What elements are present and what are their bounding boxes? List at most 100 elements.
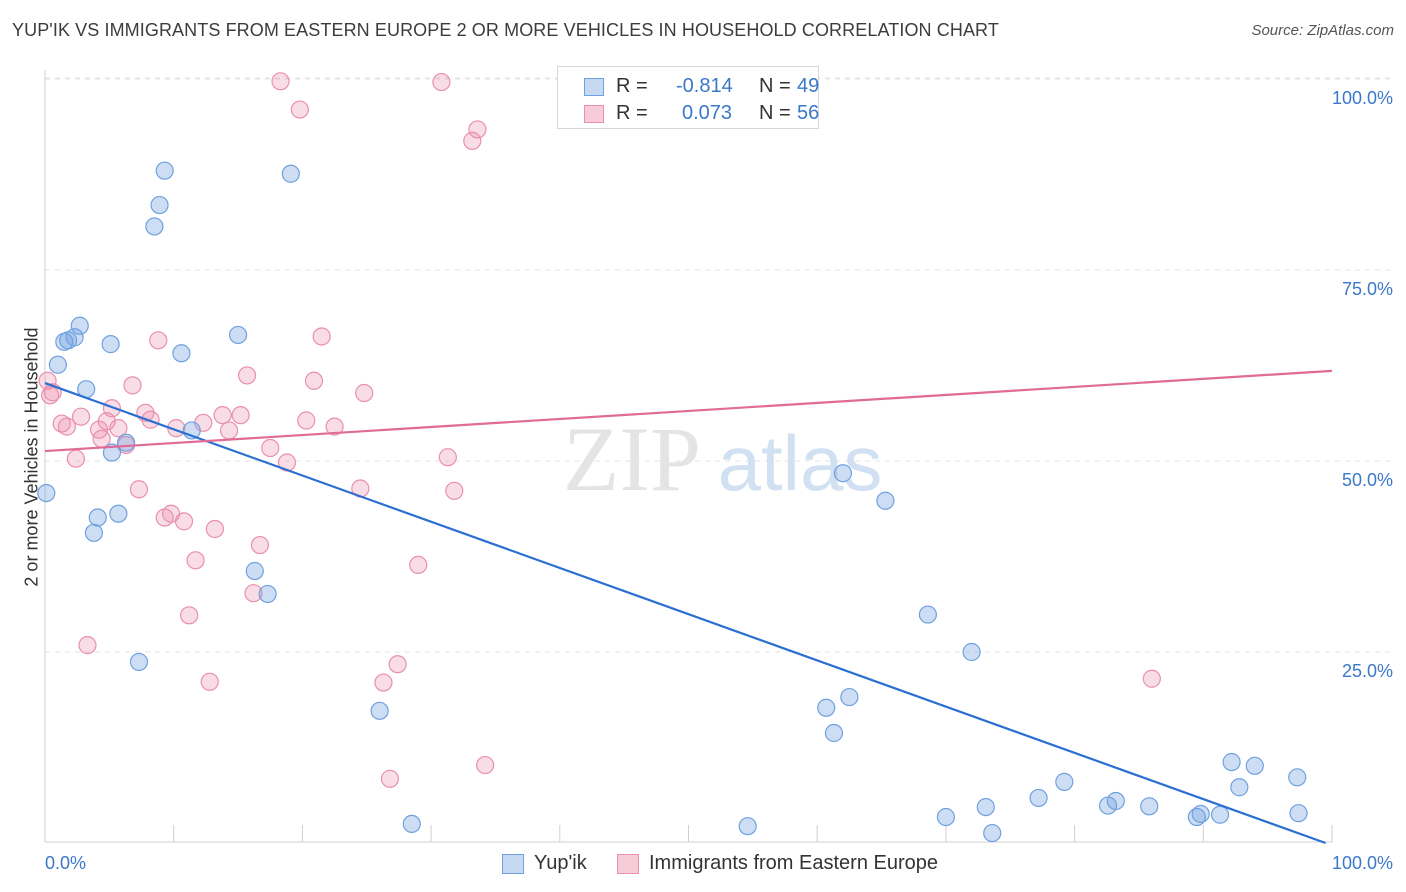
eastern-europe-point	[438, 448, 457, 467]
source-label: Source: ZipAtlas.com	[1251, 22, 1394, 39]
chart-title: YUP'IK VS IMMIGRANTS FROM EASTERN EUROPE…	[12, 20, 999, 40]
bottom-legend-swatch-yupik	[502, 854, 524, 874]
yupik-point	[976, 797, 995, 817]
trendlines	[44, 369, 1333, 845]
eastern-europe-point	[355, 383, 374, 403]
yupik-trend-line	[44, 382, 1326, 845]
watermark-zip: ZIP	[563, 408, 701, 510]
yupik-point	[155, 161, 174, 180]
yupik-point	[109, 504, 128, 523]
eastern-europe-point	[129, 480, 149, 499]
yupik-point	[962, 642, 981, 662]
yupik-point	[145, 217, 164, 236]
yupik-point	[1140, 797, 1159, 816]
legend-n-value: 56	[797, 102, 820, 124]
eastern-europe-point	[141, 410, 160, 429]
yupik-point	[402, 814, 421, 834]
legend-r-label: R =	[616, 75, 648, 97]
legend-r-value: -0.814	[676, 75, 733, 97]
yupik-point	[738, 817, 757, 836]
eastern-europe-point	[1142, 669, 1161, 688]
y-axis-label: 2 or more Vehicles in Household	[21, 327, 42, 587]
yupik-point	[258, 584, 277, 604]
bottom-legend-label-yupik: Yup'ik	[534, 852, 587, 874]
x-tick-label: 100.0%	[1332, 853, 1393, 873]
eastern-europe-point	[219, 421, 239, 440]
yupik-point	[983, 823, 1002, 843]
yupik-point	[840, 687, 859, 707]
yupik-point	[70, 316, 89, 335]
eastern-europe-point	[213, 406, 232, 425]
watermark-atlas: atlas	[718, 419, 883, 507]
yupik-point	[1288, 768, 1307, 787]
yupik-point	[918, 605, 937, 624]
yupik-point	[1106, 791, 1125, 811]
legend-r-label: R =	[616, 102, 648, 124]
legend-r-value: 0.073	[682, 102, 733, 124]
y-tick-label: 100.0%	[1332, 88, 1393, 108]
legend-n-label: N =	[759, 75, 791, 97]
legend-swatch-eastern-europe	[584, 105, 604, 123]
eastern-europe-point	[102, 399, 122, 418]
eastern-europe-point	[476, 755, 495, 775]
eastern-europe-point	[388, 655, 407, 674]
eastern-europe-point	[468, 120, 487, 139]
eastern-europe-point	[312, 327, 331, 346]
eastern-europe-point	[231, 406, 250, 425]
eastern-europe-point	[374, 673, 393, 692]
yupik-point	[101, 335, 120, 354]
eastern-europe-point	[174, 512, 194, 531]
x-tick-label: 0.0%	[45, 853, 86, 873]
yupik-point	[1245, 756, 1264, 775]
legend-n-label: N =	[759, 102, 791, 124]
eastern-europe-point	[200, 672, 219, 691]
yupik-point	[1230, 778, 1249, 797]
yupik-point	[172, 344, 191, 363]
eastern-europe-point	[41, 386, 60, 405]
yupik-point	[37, 483, 56, 503]
bottom-legend-swatch-eastern-europe	[617, 854, 639, 874]
yupik-point	[1029, 788, 1048, 808]
eastern-europe-point	[205, 519, 224, 539]
eastern-europe-point	[409, 555, 428, 575]
yupik-point	[876, 491, 895, 510]
yupik-point	[150, 195, 169, 215]
eastern-europe-point	[290, 100, 309, 119]
eastern-europe-point	[250, 535, 270, 555]
legend-swatch-yupik	[584, 78, 604, 96]
yupik-point	[84, 523, 104, 542]
eastern-europe-point	[149, 331, 168, 350]
yupik-point	[817, 698, 836, 717]
eastern-europe-point	[244, 584, 263, 603]
yupik-point	[65, 328, 84, 347]
bottom-legend-label-eastern-europe: Immigrants from Eastern Europe	[649, 852, 938, 874]
yupik-point	[228, 325, 248, 345]
eastern-europe-point	[123, 376, 142, 395]
yupik-point	[102, 443, 122, 462]
watermark: ZIP atlas	[563, 408, 882, 510]
y-tick-label: 75.0%	[1342, 279, 1393, 299]
eastern-europe-point	[463, 131, 482, 150]
eastern-europe-point	[186, 551, 205, 570]
eastern-europe-point	[304, 371, 324, 390]
eastern-europe-point	[57, 417, 76, 436]
eastern-europe-point	[71, 407, 91, 426]
eastern-europe-point	[261, 438, 280, 458]
eastern-europe-point	[297, 411, 316, 430]
yupik-point	[245, 561, 264, 581]
yupik-point	[370, 701, 389, 720]
yupik-point	[833, 464, 853, 483]
eastern-europe-point	[109, 419, 128, 438]
eastern-europe-point	[52, 414, 71, 433]
yupik-point	[48, 355, 67, 374]
eastern-europe-trend-line	[44, 369, 1333, 453]
eastern-europe-point	[237, 366, 257, 385]
yupik-point	[1055, 772, 1074, 791]
yupik-point	[116, 433, 136, 452]
correlation-legend: R = -0.814 N = 49 R = 0.073 N = 56	[557, 66, 819, 129]
yupik-point	[1191, 804, 1210, 824]
yupik-point	[1289, 804, 1308, 823]
yupik-point	[281, 164, 300, 183]
yupik-point	[88, 508, 107, 527]
